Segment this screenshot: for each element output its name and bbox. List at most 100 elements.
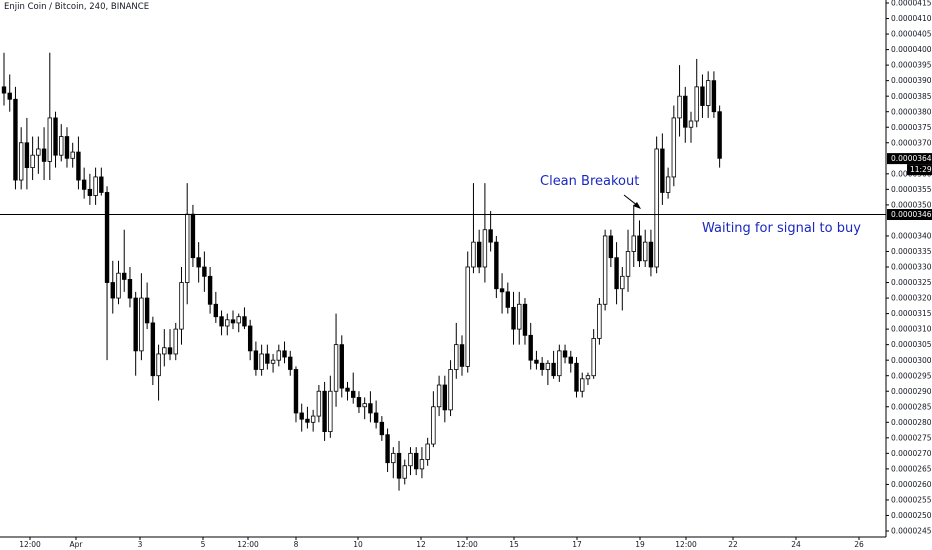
candle: [385, 428, 390, 472]
price-tick-label: 0.00003400: [891, 232, 932, 241]
candle: [127, 267, 133, 308]
time-tick-label: 8: [294, 540, 299, 549]
time-tick-label: 15: [509, 540, 519, 549]
price-tick-label: 0.00003150: [891, 309, 932, 318]
candle: [700, 74, 705, 118]
candle: [373, 400, 379, 429]
candle: [179, 267, 184, 345]
candle: [625, 229, 631, 292]
candle: [494, 235, 499, 299]
candle: [236, 313, 241, 333]
candle: [230, 310, 236, 330]
candle: [705, 71, 711, 118]
price-tick-label: 0.00003750: [891, 123, 932, 132]
time-tick-label: 12:00: [237, 540, 259, 549]
candle: [133, 291, 138, 376]
candle: [683, 86, 688, 143]
candle: [362, 397, 367, 420]
time-tick-label: 22: [728, 540, 738, 549]
price-tick-label: 0.00003050: [891, 340, 932, 349]
candle: [488, 211, 493, 252]
candle: [448, 360, 453, 417]
candle: [511, 291, 516, 345]
candle: [13, 86, 18, 190]
candle: [150, 316, 156, 386]
candle: [648, 229, 654, 277]
candle: [654, 136, 659, 274]
candle: [591, 329, 596, 379]
candle: [396, 440, 402, 491]
candle: [93, 167, 98, 205]
candle: [207, 267, 213, 314]
candle: [580, 372, 585, 398]
candle: [305, 406, 310, 429]
price-axis[interactable]: 0.00004150 0.00004100 0.00004050 0.00004000…: [885, 0, 932, 537]
candle: [711, 71, 717, 118]
candle: [322, 381, 327, 441]
candle: [499, 273, 505, 314]
price-tick-label: 0.00003200: [891, 294, 932, 303]
price-tick-label: 0.00002550: [891, 496, 932, 505]
candle: [24, 117, 30, 190]
candle: [522, 298, 528, 345]
candle: [671, 105, 677, 187]
candle: [139, 273, 144, 361]
candle: [517, 291, 522, 345]
candle: [482, 183, 488, 283]
candle: [534, 350, 539, 370]
candle: [270, 353, 276, 373]
price-tick-label: 0.00003300: [891, 263, 932, 272]
candle: [408, 447, 413, 476]
breakout-annotation[interactable]: Clean Breakout: [540, 174, 640, 189]
candle: [47, 52, 52, 181]
candles-layer: [1, 52, 722, 491]
candle: [53, 111, 58, 168]
candle: [316, 385, 322, 423]
candle: [276, 344, 281, 367]
price-tick-label: 0.00002750: [891, 433, 932, 442]
price-tick-label: 0.00002900: [891, 387, 932, 396]
candle: [431, 391, 436, 448]
time-tick-label: 12:00: [675, 540, 697, 549]
candle: [116, 260, 121, 305]
price-tick-label: 0.00002600: [891, 480, 932, 489]
signal-annotation[interactable]: Waiting for signal to buy: [702, 221, 861, 236]
price-tick-label: 0.00003900: [891, 76, 932, 85]
candle: [597, 298, 602, 345]
candle: [425, 437, 430, 466]
candle: [557, 344, 562, 382]
price-tick-label: 0.00003100: [891, 325, 932, 334]
candle: [694, 58, 699, 128]
price-tick-label: 0.00002950: [891, 371, 932, 380]
candle: [436, 375, 442, 417]
price-tick-label: 0.00002650: [891, 464, 932, 473]
candle: [87, 173, 93, 205]
breakout-arrow[interactable]: [623, 194, 641, 209]
candle: [310, 409, 316, 432]
time-tick-label: 12: [416, 540, 426, 549]
candle: [122, 229, 127, 292]
time-tick-label: 5: [201, 540, 206, 549]
candle: [602, 229, 608, 311]
candle: [110, 260, 115, 314]
candle: [637, 220, 642, 267]
candle: [608, 229, 614, 267]
candle: [144, 282, 150, 330]
candle: [173, 322, 178, 361]
price-tick-label: 0.00003550: [891, 185, 932, 194]
candle: [18, 127, 24, 190]
price-tick-label: 0.00002800: [891, 418, 932, 427]
time-tick-label: 12:00: [19, 540, 41, 549]
price-tick-label: 0.00004100: [891, 14, 932, 23]
candle: [368, 391, 373, 423]
candle: [413, 447, 419, 476]
candle: [333, 313, 339, 407]
countdown-tag: 11:29: [907, 164, 932, 176]
candle: [620, 267, 625, 311]
time-axis[interactable]: 12:00 Apr 3 5 12:00 8 10 12 12:00 15 17 19 12:00 22 24…: [0, 536, 886, 549]
candle: [551, 350, 556, 379]
candle: [660, 133, 665, 205]
line-price-tag: 0.00003469: [887, 209, 932, 221]
